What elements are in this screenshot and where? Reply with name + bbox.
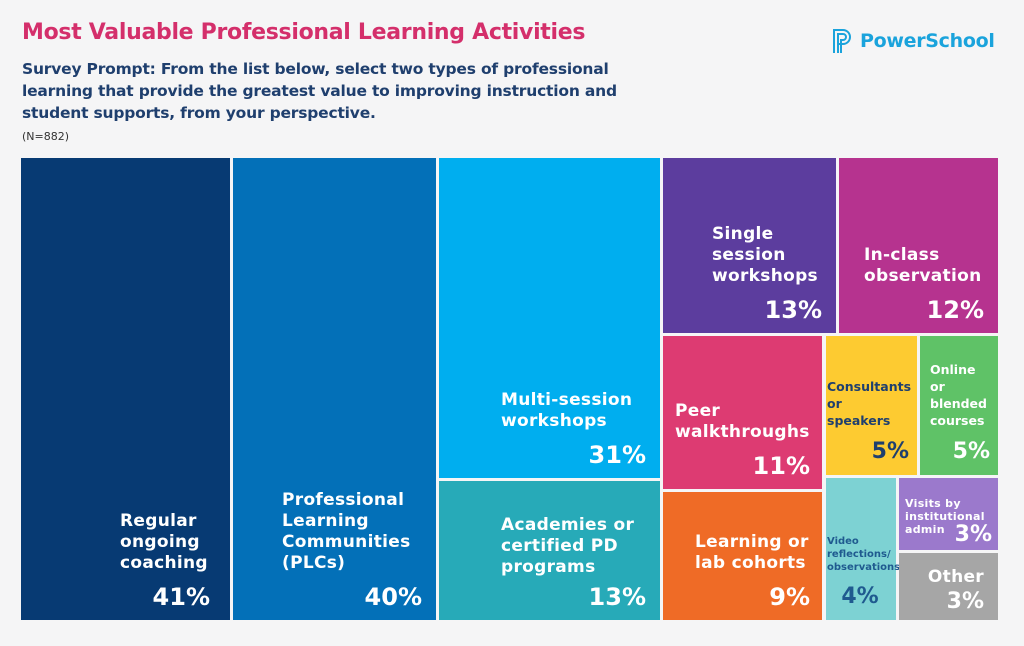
tile-percent: 4%	[841, 584, 879, 609]
tile-label: Learning or lab cohorts	[695, 532, 809, 573]
tile-other: Other 3%	[899, 553, 998, 620]
tile-consultants: Consultants or speakers 5%	[826, 336, 917, 475]
tile-percent: 11%	[752, 452, 810, 480]
tile-label: Single session workshops	[712, 224, 818, 286]
tile-label: Other	[927, 567, 984, 587]
chart-title: Most Valuable Professional Learning Acti…	[22, 20, 586, 45]
tile-visits-admin: Visits by institutional admin 3%	[899, 478, 998, 550]
tile-single-session: Single session workshops 13%	[663, 158, 836, 333]
tile-label: Consultants or speakers	[827, 379, 912, 428]
tile-peer-walkthroughs: Peer walkthroughs 11%	[663, 336, 822, 489]
tile-academies: Academies or certified PD programs 13%	[439, 481, 660, 620]
tile-label: Professional Learning Communities (PLCs)	[282, 490, 411, 573]
tile-label: Visits by institutional admin	[905, 497, 985, 536]
tile-label: Video reflections/ observations	[827, 536, 901, 573]
tile-percent: 41%	[152, 583, 210, 611]
tile-percent: 13%	[764, 296, 822, 324]
tile-percent: 40%	[364, 583, 422, 611]
tile-plcs: Professional Learning Communities (PLCs)…	[233, 158, 436, 620]
tile-video-reflections: Video reflections/ observations 4%	[826, 478, 901, 620]
tile-percent: 9%	[769, 583, 810, 611]
tile-percent: 13%	[588, 583, 646, 611]
tile-label: Online or blended courses	[930, 362, 987, 428]
tile-label: Multi-session workshops	[501, 390, 633, 431]
tile-percent: 3%	[946, 589, 984, 614]
tile-label: In-class observation	[864, 245, 982, 286]
tile-percent: 31%	[588, 441, 646, 469]
logo-text: PowerSchool	[860, 30, 995, 52]
tile-coaching: Regular ongoing coaching 41%	[21, 158, 230, 620]
tile-percent: 12%	[926, 296, 984, 324]
tile-label: Peer walkthroughs	[675, 401, 810, 442]
sample-size: (N=882)	[22, 130, 70, 143]
tile-percent: 5%	[871, 439, 909, 464]
survey-prompt: Survey Prompt: From the list below, sele…	[22, 60, 617, 122]
tile-online-blended: Online or blended courses 5%	[920, 336, 998, 475]
powerschool-p-icon	[833, 29, 851, 53]
powerschool-logo: PowerSchool	[832, 28, 995, 54]
tile-percent: 3%	[954, 522, 992, 547]
tile-label: Academies or certified PD programs	[501, 515, 635, 577]
tile-percent: 5%	[952, 439, 990, 464]
tile-label: Regular ongoing coaching	[120, 511, 208, 573]
tile-in-class-observation: In-class observation 12%	[839, 158, 998, 333]
tile-learning-lab-cohorts: Learning or lab cohorts 9%	[663, 492, 822, 620]
tile-multi-session: Multi-session workshops 31%	[439, 158, 660, 478]
